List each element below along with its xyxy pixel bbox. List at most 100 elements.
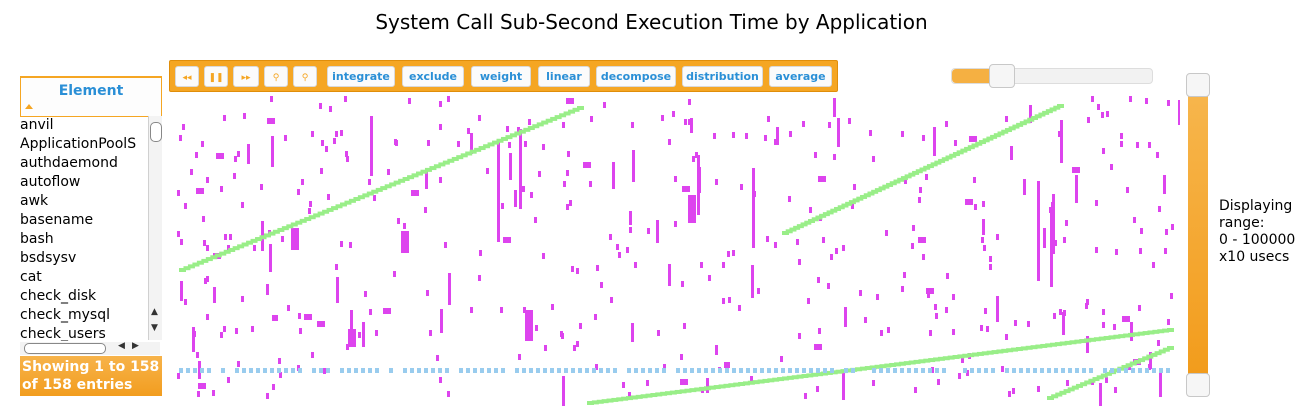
trend-mark [192, 262, 200, 267]
trend-mark [767, 378, 775, 383]
list-item[interactable]: check_mysql [20, 307, 110, 323]
event-mark [478, 275, 481, 281]
vertical-scroll-thumb[interactable] [150, 122, 162, 142]
fast-forward-button[interactable]: ▸▸ [233, 66, 259, 87]
event-mark [969, 136, 977, 142]
list-item[interactable]: basename [20, 212, 94, 228]
range-slider-bottom-handle[interactable] [1186, 373, 1210, 397]
trend-mark [625, 396, 633, 401]
baseline-mark [732, 368, 736, 373]
event-mark [179, 135, 182, 141]
event-mark [350, 310, 353, 338]
rewind-button[interactable]: ◂◂ [175, 66, 199, 87]
trend-mark [420, 169, 428, 174]
event-mark [1133, 217, 1136, 223]
element-column-header[interactable]: Element [20, 76, 162, 117]
event-mark [634, 262, 637, 268]
event-mark [1138, 305, 1141, 311]
list-item[interactable]: ApplicationPoolS [20, 136, 137, 152]
list-horizontal-scrollbar[interactable]: ◀ ▶ [20, 341, 160, 355]
trend-mark [460, 153, 468, 158]
event-mark [945, 121, 948, 127]
list-item[interactable]: check_disk [20, 288, 97, 304]
pause-button[interactable]: ❚❚ [204, 66, 228, 87]
trend-mark [371, 189, 379, 194]
event-mark [192, 327, 195, 333]
event-mark [986, 326, 989, 332]
trend-mark [339, 202, 347, 207]
trend-mark [1128, 332, 1136, 337]
event-mark [196, 188, 204, 194]
sort-ascending-icon[interactable] [25, 104, 33, 109]
baseline-mark [1159, 368, 1163, 373]
trend-mark [808, 218, 816, 223]
range-slider-track [1188, 90, 1208, 386]
range-slider[interactable] [1186, 73, 1210, 397]
trend-mark [568, 109, 576, 114]
scroll-down-arrow-icon[interactable]: ▼ [151, 323, 158, 333]
range-slider-top-handle[interactable] [1186, 73, 1210, 97]
trend-mark [1084, 380, 1092, 385]
linear-button[interactable]: linear [538, 66, 590, 87]
event-mark [798, 333, 801, 339]
scroll-up-arrow-icon[interactable]: ▲ [151, 307, 158, 317]
decompose-button[interactable]: decompose [596, 66, 676, 87]
horizontal-scroll-thumb[interactable] [24, 343, 106, 354]
list-item[interactable]: autoflow [20, 174, 81, 190]
weight-button[interactable]: weight [471, 66, 531, 87]
list-item[interactable]: authdaemond [20, 155, 118, 171]
list-vertical-scrollbar[interactable]: ▲ ▼ [148, 116, 162, 340]
trend-mark [1137, 331, 1145, 336]
scroll-left-arrow-icon[interactable]: ◀ [118, 341, 125, 351]
list-item[interactable]: bsdsysv [20, 250, 77, 266]
trend-mark [1055, 392, 1063, 397]
average-button[interactable]: average [769, 66, 832, 87]
event-mark [616, 244, 619, 250]
list-item[interactable]: cat [20, 269, 42, 285]
list-item[interactable]: anvil [20, 117, 54, 133]
event-mark [1005, 334, 1008, 340]
baseline-mark [1033, 368, 1037, 373]
list-item[interactable]: check_users [20, 326, 106, 341]
baseline-mark [746, 368, 750, 373]
trend-mark [268, 231, 276, 236]
trend-mark [1167, 328, 1174, 332]
event-mark [542, 253, 545, 259]
zoom-in-button[interactable]: ⚲ [264, 66, 288, 87]
trend-mark [1142, 331, 1150, 336]
trend-mark [331, 206, 339, 211]
exclude-button[interactable]: exclude [402, 66, 464, 87]
trend-mark [541, 120, 549, 125]
zoom-out-button[interactable]: ⚲ [293, 66, 317, 87]
event-mark [439, 177, 442, 183]
trend-mark [335, 204, 343, 209]
event-mark [340, 241, 343, 247]
baseline-mark [1103, 368, 1107, 373]
list-item[interactable]: awk [20, 193, 49, 209]
distribution-button[interactable]: distribution [682, 66, 763, 87]
trend-mark [942, 356, 950, 361]
event-mark [500, 307, 503, 313]
baseline-mark [466, 368, 470, 373]
trend-mark [650, 393, 658, 398]
event-mark [573, 345, 576, 351]
event-mark [448, 273, 451, 305]
trend-mark [928, 358, 936, 363]
event-mark [1165, 229, 1168, 235]
trend-mark [616, 397, 624, 402]
list-item[interactable]: bash [20, 231, 54, 247]
scroll-right-arrow-icon[interactable]: ▶ [132, 341, 139, 351]
trend-mark [1158, 349, 1166, 354]
event-mark [329, 106, 332, 112]
event-mark [961, 357, 964, 363]
event-mark [206, 276, 209, 282]
execution-time-plot[interactable] [177, 96, 1180, 406]
event-mark [680, 379, 688, 385]
time-window-slider[interactable] [951, 64, 1153, 88]
trend-mark [945, 155, 953, 160]
slider-handle[interactable] [989, 64, 1015, 88]
event-mark [201, 141, 204, 147]
event-mark [880, 330, 883, 336]
integrate-button[interactable]: integrate [327, 66, 395, 87]
event-mark [668, 264, 671, 286]
